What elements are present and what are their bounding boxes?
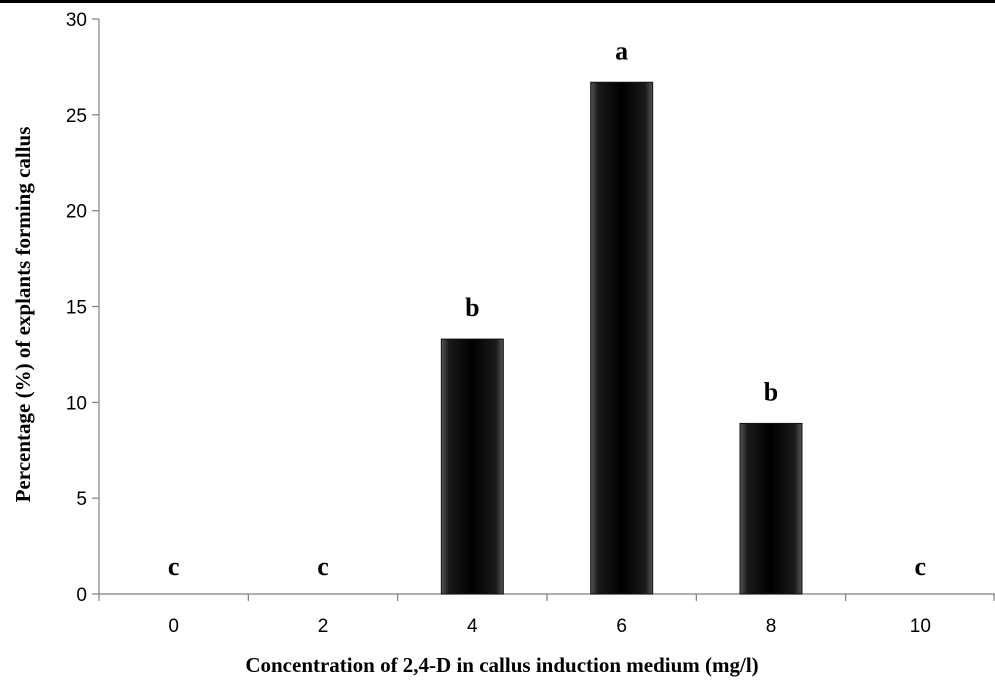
y-axis: 0 5 10 15 20 25 30 — [66, 10, 100, 606]
bar — [590, 81, 654, 595]
x-tick-label: 6 — [616, 616, 627, 637]
x-tick-label: 4 — [467, 616, 478, 637]
significance-letter: c — [915, 552, 927, 581]
x-tick-label: 8 — [766, 616, 777, 637]
y-tick-label: 0 — [76, 585, 87, 606]
significance-letter: c — [168, 552, 180, 581]
x-axis-title: Concentration of 2,4-D in callus inducti… — [245, 653, 758, 677]
y-tick-label: 10 — [66, 393, 87, 414]
x-tick-label: 2 — [318, 616, 329, 637]
significance-letter: b — [465, 293, 479, 322]
y-tick-label: 20 — [66, 202, 87, 223]
significance-letters: c c b a b c — [168, 36, 926, 581]
y-tick-label: 25 — [66, 106, 87, 127]
y-tick-label: 5 — [76, 489, 87, 510]
y-tick-label: 30 — [66, 10, 87, 31]
significance-letter: a — [615, 36, 628, 65]
bar — [739, 422, 803, 595]
y-axis-title: Percentage (%) of explants forming callu… — [11, 127, 35, 503]
bars — [440, 81, 803, 595]
x-tick-label: 0 — [168, 616, 179, 637]
x-tick-label: 10 — [910, 616, 931, 637]
y-tick-label: 15 — [66, 298, 87, 319]
x-axis: 0 2 4 6 8 10 — [98, 593, 995, 637]
significance-letter: c — [317, 552, 329, 581]
bar — [440, 338, 504, 595]
significance-letter: b — [764, 377, 778, 406]
top-border-line — [0, 0, 995, 3]
